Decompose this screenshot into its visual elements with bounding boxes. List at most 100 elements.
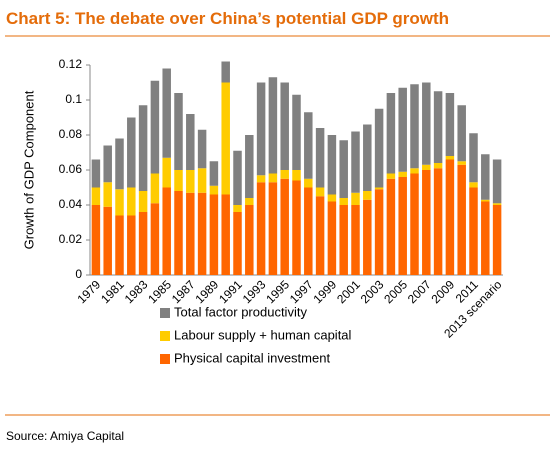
bar-segment xyxy=(410,173,419,275)
bar-segment xyxy=(138,212,148,275)
bar-segment xyxy=(386,93,396,174)
x-tick-label: 2005 xyxy=(381,277,410,306)
bar-segment xyxy=(91,187,101,205)
bar-segment xyxy=(422,170,431,275)
x-tick-label: 1991 xyxy=(216,277,245,306)
bar-segment xyxy=(268,173,278,183)
bar-segment xyxy=(115,215,124,275)
legend-label: Total factor productivity xyxy=(174,304,307,319)
bar-segment xyxy=(481,199,490,202)
bar-segment xyxy=(304,187,313,275)
bar-segment xyxy=(363,191,372,200)
bar-segment xyxy=(433,168,443,275)
bar-segment xyxy=(327,194,337,202)
x-tick-label: 2003 xyxy=(358,277,387,306)
bar-segment xyxy=(233,212,242,275)
bar-segment xyxy=(162,187,171,275)
bar-segment xyxy=(469,182,478,188)
bar-segment xyxy=(138,191,148,212)
bar-segment xyxy=(410,168,419,174)
bar-segment xyxy=(280,170,289,179)
bar-segment xyxy=(103,182,112,207)
bar-segment xyxy=(103,206,112,275)
bar-segment xyxy=(304,112,313,179)
x-tick-label: 2009 xyxy=(428,277,457,306)
bar-segment xyxy=(292,180,301,275)
bar-segment xyxy=(245,198,254,205)
bar-segment xyxy=(174,170,183,191)
bar-segment xyxy=(351,205,360,275)
bar-segment xyxy=(422,164,431,170)
x-tick-label: 1983 xyxy=(122,277,151,306)
bar-segment xyxy=(209,161,219,186)
bar-segment xyxy=(162,157,171,188)
bar-segment xyxy=(445,156,455,160)
bar-segment xyxy=(398,171,407,177)
bar-segment xyxy=(351,131,360,193)
bar-segment xyxy=(174,93,183,170)
bar-segment xyxy=(209,194,219,275)
bar-segment xyxy=(469,187,478,275)
bar-segment xyxy=(304,178,313,188)
chart-title: Chart 5: The debate over China’s potenti… xyxy=(6,9,449,28)
y-tick-label: 0.1 xyxy=(65,92,82,106)
bar-segment xyxy=(115,138,124,190)
x-tick-label: 1999 xyxy=(310,277,339,306)
bar-segment xyxy=(197,129,207,169)
bar-segment xyxy=(327,201,337,275)
bar-segment xyxy=(221,82,230,195)
bar-segment xyxy=(268,182,278,275)
bar-segment xyxy=(481,154,490,200)
bar-segment xyxy=(363,199,372,275)
bar-segment xyxy=(315,128,325,188)
bar-segment xyxy=(492,205,502,275)
bar-segment xyxy=(197,168,207,193)
legend-swatch xyxy=(160,354,170,364)
bar-segment xyxy=(186,192,195,275)
bar-segment xyxy=(492,203,502,205)
bar-segment xyxy=(339,205,348,275)
y-tick-label: 0.08 xyxy=(59,127,83,141)
bar-segment xyxy=(457,105,466,162)
bar-segment xyxy=(186,114,195,170)
bar-segment xyxy=(174,191,183,275)
y-tick-label: 0.06 xyxy=(59,162,83,176)
bar-segment xyxy=(115,189,124,216)
bar-segment xyxy=(433,91,443,163)
bar-segment xyxy=(457,161,466,165)
x-tick-label: 1993 xyxy=(240,277,269,306)
bar-segment xyxy=(445,159,455,275)
bar-segment xyxy=(91,205,101,275)
bar-segment xyxy=(280,82,289,170)
bar-segment xyxy=(221,194,230,275)
bar-segment xyxy=(292,94,301,170)
bar-segment xyxy=(327,135,337,195)
x-tick-label: 1979 xyxy=(74,277,103,306)
bar-segment xyxy=(186,170,195,193)
x-tick-label: 1997 xyxy=(287,277,316,306)
bar-segment xyxy=(457,164,466,275)
bar-segment xyxy=(91,159,101,188)
bar-segment xyxy=(492,159,502,204)
bar-segment xyxy=(233,205,242,212)
legend-swatch xyxy=(160,331,170,341)
x-tick-label: 1987 xyxy=(169,277,198,306)
bar-segment xyxy=(162,68,171,158)
bar-segment xyxy=(315,196,325,275)
legend-label: Labour supply + human capital xyxy=(174,327,352,342)
bar-segment xyxy=(150,173,160,204)
source: Source: Amiya Capital xyxy=(6,429,124,443)
bar-segment xyxy=(422,82,431,165)
bar-segment xyxy=(433,163,443,169)
bar-segment xyxy=(445,93,455,156)
bar-segment xyxy=(256,182,266,275)
legend-label: Physical capital investment xyxy=(174,350,330,365)
x-tick-label: 2007 xyxy=(405,277,434,306)
x-tick-label: 1989 xyxy=(192,277,221,306)
bar-segment xyxy=(315,187,325,197)
bar-segment xyxy=(127,187,136,216)
bar-segment xyxy=(209,185,219,195)
bar-segment xyxy=(374,189,384,275)
bar-segment xyxy=(221,61,230,83)
bar-segment xyxy=(245,205,254,275)
